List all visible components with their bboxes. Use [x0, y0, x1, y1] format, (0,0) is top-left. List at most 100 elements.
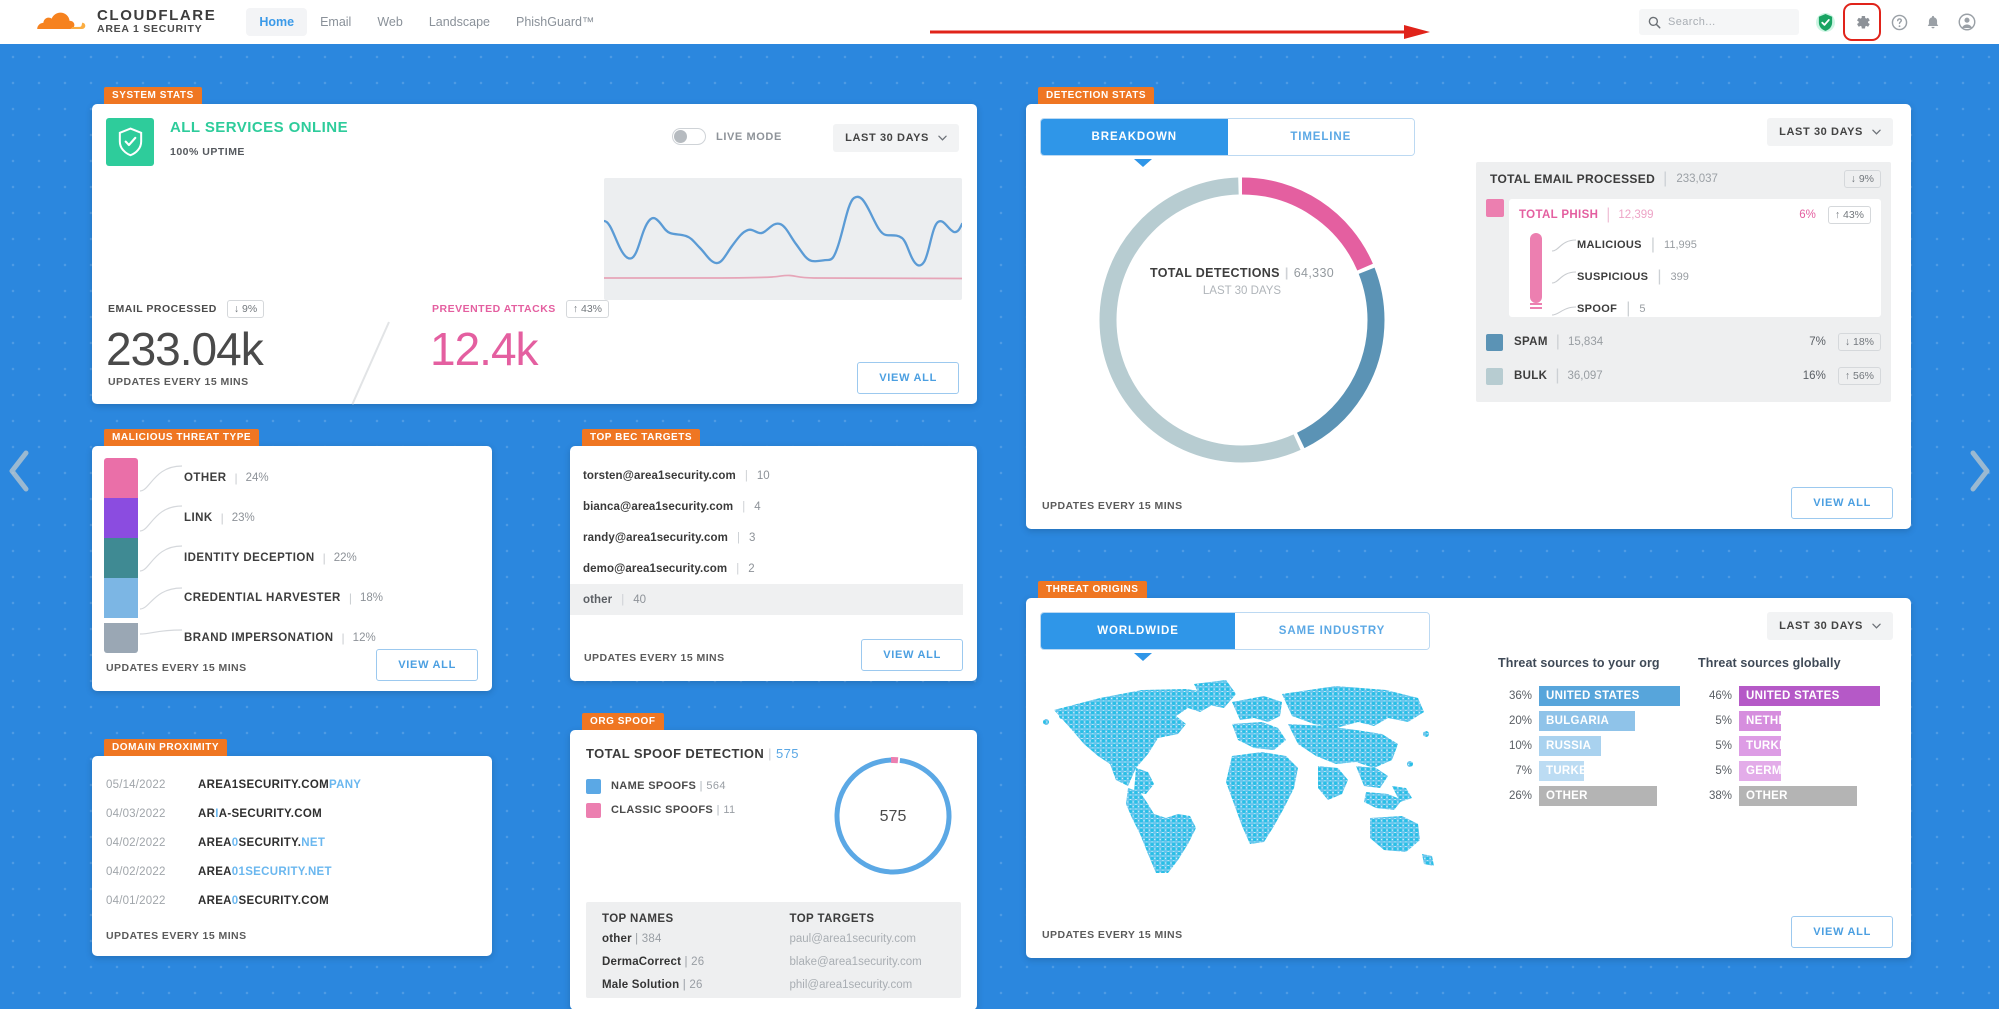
phish-subtype-value: 5 [1639, 303, 1646, 315]
domain-proximity-row[interactable]: 04/02/2022 AREA 0 SECURITY. NET [92, 828, 361, 857]
bec-target-email: randy@area1security.com [583, 531, 728, 544]
threat-type-row[interactable]: LINK | 23% [104, 498, 383, 538]
shield-check-status-icon[interactable] [1811, 8, 1839, 36]
domain-highlight: 0 [231, 894, 239, 907]
donut-subtitle: LAST 30 DAYS [1202, 285, 1282, 297]
system-stats-view-all-button[interactable]: VIEW ALL [857, 362, 959, 394]
bec-target-row[interactable]: bianca@area1security.com | 4 [583, 500, 761, 513]
total-phish-row[interactable]: TOTAL PHISH | 12,399 6% ↑ 43% [1509, 199, 1881, 231]
nav-item-home[interactable]: Home [246, 8, 308, 36]
top-target-row: phil@area1security.com [789, 979, 913, 991]
nav-right-cluster: Search... [1639, 3, 1981, 41]
top-target-row: blake@area1security.com [789, 956, 922, 968]
domain-highlight: 01SECURITY.NET [231, 865, 332, 878]
phish-subtype-value: 399 [1670, 271, 1689, 283]
tab-same-industry[interactable]: SAME INDUSTRY [1235, 613, 1429, 649]
system-stats-date-range-value: LAST 30 DAYS [845, 132, 929, 144]
nav-item-web[interactable]: Web [377, 15, 403, 29]
detection-stats-tab-label: DETECTION STATS [1038, 87, 1155, 104]
spam-row[interactable]: SPAM | 15,834 7% ↓ 18% [1476, 325, 1891, 359]
threat-origins-view-all-button[interactable]: VIEW ALL [1791, 916, 1893, 948]
threat-type-row[interactable]: BRAND IMPERSONATION | 12% [104, 618, 383, 658]
phish-subtype-row: SUSPICIOUS | 399 [1551, 261, 1697, 293]
email-processed-label: EMAIL PROCESSED [108, 303, 217, 315]
tab-worldwide[interactable]: WORLDWIDE [1041, 613, 1235, 649]
carousel-prev-chevron-icon[interactable] [7, 448, 33, 494]
bec-target-row[interactable]: torsten@area1security.com | 10 [583, 469, 770, 482]
bar-label: OTHER [1546, 789, 1588, 802]
bec-target-row[interactable]: demo@area1security.com | 2 [583, 562, 755, 575]
bec-target-row[interactable]: randy@area1security.com | 3 [583, 531, 756, 544]
top-bec-targets-view-all-button[interactable]: VIEW ALL [861, 639, 963, 671]
domain-proximity-row[interactable]: 05/14/2022 AREA1SECURITY.COM PANY [92, 770, 361, 799]
top-navigation-bar: CLOUDFLARE AREA 1 SECURITY Home Email We… [0, 0, 1999, 44]
threat-type-pct: 23% [231, 512, 255, 524]
detection-stats-view-all-button[interactable]: VIEW ALL [1791, 487, 1893, 519]
threat-type-row[interactable]: IDENTITY DECEPTION | 22% [104, 538, 383, 578]
bar-fill: GERMANY [1739, 760, 1807, 781]
bulk-pct: 16% [1802, 370, 1826, 382]
bar-fill: OTHER [1739, 785, 1857, 806]
system-stats-tab-label: SYSTEM STATS [104, 87, 202, 104]
tab-breakdown[interactable]: BREAKDOWN [1041, 119, 1228, 155]
domain-proximity-row[interactable]: 04/01/2022 AREA 0 SECURITY.COM [92, 886, 361, 915]
system-stats-date-range-select[interactable]: LAST 30 DAYS [833, 124, 959, 152]
carousel-next-chevron-icon[interactable] [1966, 448, 1992, 494]
live-mode-toggle[interactable] [672, 128, 706, 145]
live-mode-control: LIVE MODE [672, 128, 782, 145]
phish-volume-tick [1530, 303, 1542, 305]
system-stats-updates-label: UPDATES EVERY 15 MINS [108, 376, 249, 388]
bec-target-email: other [583, 593, 613, 606]
brand-logo[interactable]: CLOUDFLARE AREA 1 SECURITY [26, 7, 216, 37]
bec-target-email: bianca@area1security.com [583, 500, 734, 513]
threat-source-bar-row: 5% TURKEY [1698, 733, 1880, 758]
account-icon[interactable] [1953, 8, 1981, 36]
malicious-threat-type-view-all-button[interactable]: VIEW ALL [376, 649, 478, 681]
tab-timeline[interactable]: TIMELINE [1227, 119, 1414, 155]
bar-fill: TURKEY [1539, 760, 1595, 781]
phish-subtype-label: MALICIOUS [1577, 239, 1642, 251]
nav-item-landscape[interactable]: Landscape [428, 15, 490, 29]
detection-stats-updates-label: UPDATES EVERY 15 MINS [1042, 500, 1183, 512]
bulk-row[interactable]: BULK | 36,097 16% ↑ 56% [1476, 359, 1891, 393]
threat-source-bar-row: 26% OTHER [1498, 783, 1680, 808]
top-names-column: TOP NAMES other | 384 DermaCorrect | 26 … [586, 902, 774, 998]
live-mode-label: LIVE MODE [716, 130, 782, 143]
world-map-dot-chart [1036, 668, 1436, 873]
bec-target-row-other[interactable]: other | 40 [570, 584, 963, 615]
detection-stats-date-range-select[interactable]: LAST 30 DAYS [1767, 118, 1893, 146]
leader-line-icon [1551, 271, 1577, 284]
spam-label: SPAM [1514, 336, 1548, 348]
top-name-count: 384 [641, 933, 662, 945]
bell-icon[interactable] [1919, 8, 1947, 36]
domain-name-tail: SECURITY.COM [238, 894, 329, 907]
threat-type-name: OTHER [184, 472, 227, 484]
threat-type-swatch [104, 498, 138, 538]
nav-item-email[interactable]: Email [320, 15, 352, 29]
threat-type-row[interactable]: OTHER | 24% [104, 458, 383, 498]
bar-fill: TURKEY [1739, 735, 1795, 756]
domain-date: 04/02/2022 [106, 865, 166, 878]
gear-icon[interactable] [1843, 3, 1881, 41]
cloudflare-logo-icon [26, 7, 88, 37]
detection-stats-card: DETECTION STATS BREAKDOWN TIMELINE LAST … [1026, 87, 1911, 529]
email-processed-value: 233.04k [106, 323, 264, 375]
domain-proximity-updates-label: UPDATES EVERY 15 MINS [106, 930, 247, 942]
threat-type-name: BRAND IMPERSONATION [184, 632, 334, 644]
threat-type-row[interactable]: CREDENTIAL HARVESTER | 18% [104, 578, 383, 618]
bec-target-count: 3 [748, 531, 756, 544]
total-phish-value: 12,399 [1618, 209, 1654, 221]
threat-type-swatch [104, 623, 138, 653]
domain-proximity-row[interactable]: 04/03/2022 AR I A-SECURITY.COM [92, 799, 361, 828]
domain-proximity-row[interactable]: 04/02/2022 AREA 01SECURITY.NET [92, 857, 361, 886]
search-input[interactable]: Search... [1639, 9, 1799, 35]
top-name-count: 26 [691, 956, 705, 968]
help-icon[interactable] [1885, 8, 1913, 36]
nav-item-phishguard[interactable]: PhishGuard™ [515, 15, 595, 29]
total-phish-pct: 6% [1799, 209, 1816, 221]
threat-source-bar-row: 10% RUSSIA [1498, 733, 1680, 758]
bulk-color-swatch [1486, 367, 1503, 385]
bar-pct: 20% [1508, 714, 1532, 727]
threat-origins-date-range-select[interactable]: LAST 30 DAYS [1767, 612, 1893, 640]
bulk-value: 36,097 [1567, 370, 1603, 382]
